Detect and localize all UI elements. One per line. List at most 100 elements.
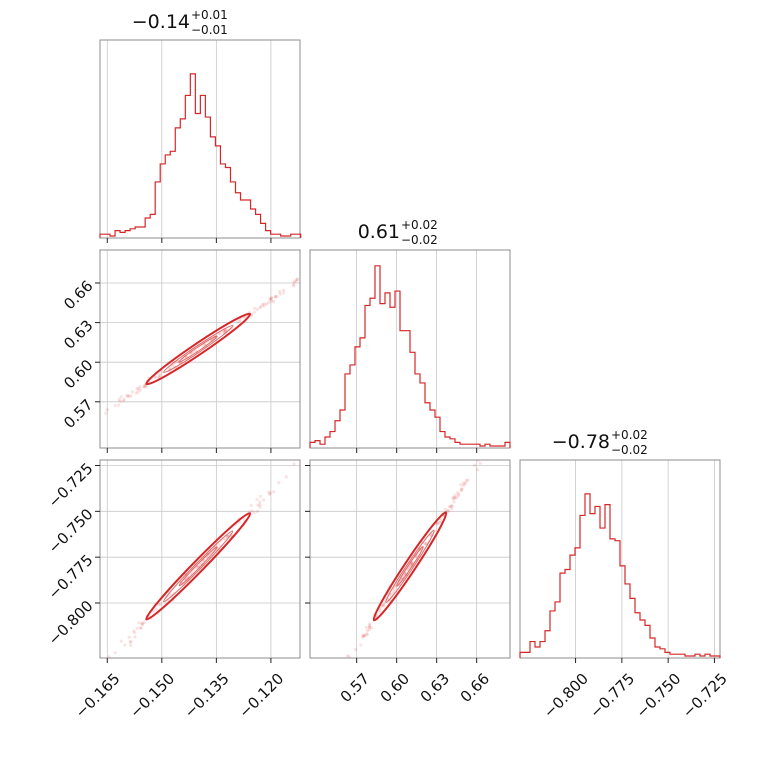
sample-point: [472, 463, 477, 467]
sample-point: [128, 640, 132, 645]
sample-point: [303, 455, 306, 458]
sample-point: [237, 319, 242, 323]
y-tick-label: −0.775: [45, 551, 97, 603]
sample-point: [442, 514, 446, 518]
sample-point: [224, 328, 228, 333]
sample-point: [269, 296, 273, 300]
sample-point: [264, 302, 269, 306]
sample-point: [428, 533, 433, 538]
sample-point: [82, 678, 85, 681]
sample-point: [99, 666, 102, 669]
sample-point: [292, 284, 296, 288]
sample-point: [139, 626, 143, 630]
title-minus: −0.01: [191, 23, 228, 37]
sample-point: [153, 375, 157, 379]
sample-point: [268, 297, 272, 302]
contour-level-1: [145, 512, 252, 621]
x-tick-label: 0.57: [337, 670, 373, 706]
sample-point: [141, 621, 145, 625]
sample-point: [375, 387, 378, 390]
sample-point: [259, 304, 263, 309]
sample-point: [306, 452, 309, 455]
sample-point: [359, 643, 363, 647]
sample-point: [127, 394, 131, 398]
x-tick-label: 0.66: [457, 670, 493, 706]
sample-point: [313, 443, 316, 446]
sample-point: [275, 294, 279, 299]
sample-point: [143, 620, 147, 624]
sample-point: [78, 682, 81, 685]
sample-point: [367, 628, 371, 632]
title-minus: −0.02: [401, 233, 438, 247]
hist-panel-p2: −0.800−0.775−0.750−0.725 −0.78 +0.02−0.02: [519, 428, 731, 722]
sample-point: [136, 387, 140, 391]
sample-point: [461, 484, 466, 488]
sample-point: [94, 419, 97, 422]
sample-point: [271, 490, 276, 494]
sample-point: [46, 447, 49, 450]
sample-point: [135, 626, 139, 631]
sample-point: [320, 264, 323, 267]
sample-point: [258, 505, 262, 509]
x-tick-label: −0.165: [72, 670, 124, 722]
sample-point: [369, 626, 374, 630]
sample-point: [127, 635, 131, 639]
sample-point: [435, 522, 439, 526]
sample-point: [331, 423, 334, 426]
sample-point: [66, 436, 69, 439]
sample-point: [88, 420, 91, 423]
sample-point: [132, 631, 137, 635]
sample-point: [292, 462, 296, 466]
contour-level-2: [385, 529, 435, 603]
sample-point: [344, 415, 347, 418]
sample-point: [134, 391, 138, 395]
title-value: 0.61: [358, 221, 400, 243]
sample-point: [307, 719, 310, 722]
contour-level-2: [163, 325, 234, 373]
sample-point: [461, 481, 465, 485]
sample-point: [196, 565, 200, 569]
sample-point: [360, 635, 365, 639]
sample-point: [151, 609, 156, 613]
title-plus: +0.02: [401, 218, 438, 232]
sample-point: [83, 424, 86, 427]
x-tick-label: −0.150: [126, 670, 178, 722]
sample-point: [309, 450, 312, 453]
sample-point: [439, 519, 443, 523]
sample-point: [453, 496, 457, 500]
sample-point: [281, 288, 286, 292]
sample-point: [119, 395, 123, 399]
sample-point: [261, 498, 266, 502]
y-tick-label: −0.800: [45, 597, 97, 649]
panel-frame: [309, 249, 511, 449]
contour-level-3: [178, 335, 218, 363]
sample-point: [235, 320, 239, 324]
sample-point: [306, 450, 309, 453]
sample-point: [223, 329, 228, 333]
sample-point: [218, 331, 222, 335]
sample-point: [459, 489, 463, 493]
contour-level-3: [178, 546, 218, 587]
sample-point: [466, 478, 470, 483]
sample-point: [284, 475, 288, 479]
sample-point: [83, 680, 86, 683]
sample-point: [347, 655, 351, 658]
sample-point: [365, 633, 369, 637]
sample-point: [460, 487, 464, 491]
panel-frame: [519, 459, 721, 659]
contour-level-3: [396, 546, 424, 587]
joint-content: [46, 264, 323, 450]
sample-point: [144, 385, 148, 389]
hist-panel-p0: −0.14 +0.01−0.01: [99, 8, 302, 243]
sample-point: [406, 567, 410, 571]
contour-level-1: [372, 511, 448, 622]
sample-point: [113, 403, 117, 408]
sample-point: [313, 709, 316, 712]
sample-point: [292, 280, 296, 285]
sample-point: [446, 509, 450, 513]
sample-point: [258, 305, 262, 310]
sample-point: [314, 443, 317, 446]
sample-point: [97, 669, 100, 672]
sample-point: [438, 520, 442, 525]
sample-point: [63, 704, 66, 707]
